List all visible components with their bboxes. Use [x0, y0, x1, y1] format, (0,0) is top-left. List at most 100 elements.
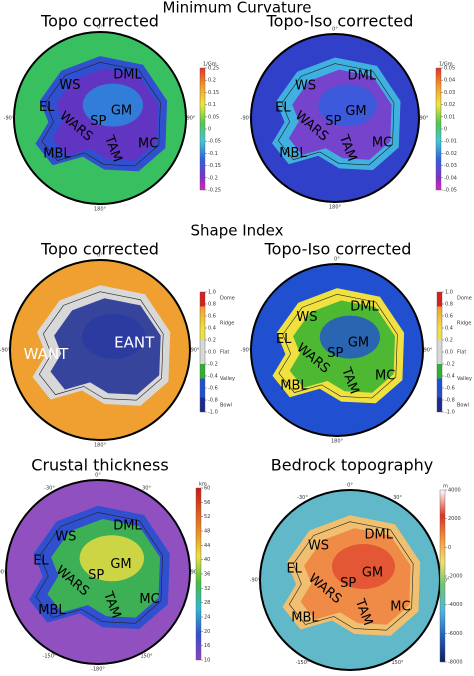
colorbar-tick-label: -0.05	[208, 139, 221, 145]
colorbar-tick-label: 52	[204, 514, 210, 520]
colorbar-tick-label: 32	[204, 586, 210, 592]
colorbar-tick-label: -0.05	[444, 188, 457, 194]
colorbar-tick-label: 0.15	[208, 90, 219, 96]
longitude-label: 180°	[94, 207, 107, 213]
map-rim	[13, 31, 187, 205]
region-label: GM	[348, 336, 369, 351]
panel-title: Crustal thickness	[31, 456, 168, 475]
colorbar-tick-label: 0.1	[208, 102, 216, 108]
colorbar-tick-label: 0.2	[208, 78, 216, 84]
colorbar-tick-label: -0.04	[444, 175, 457, 181]
region-label: WS	[295, 79, 316, 94]
longitude-label: 150°	[140, 654, 153, 660]
colorbar-tick-label: 36	[204, 572, 210, 578]
panel-title: Topo-Iso corrected	[264, 240, 412, 259]
longitude-label: -90°	[241, 348, 252, 354]
colorbar-tick-label: -0.25	[208, 188, 221, 194]
longitude-label: -90°	[0, 348, 11, 354]
colorbar-tick-label: -0.2	[208, 362, 218, 368]
colorbar-tick-label: -0.8	[445, 398, 455, 404]
region-label: MC	[375, 368, 395, 383]
region-label: EL	[33, 553, 49, 568]
colorbar-tick-label: -0.01	[444, 139, 457, 145]
region-label: EL	[276, 332, 292, 347]
colorbar-tick-label: 0.01	[444, 114, 455, 120]
colorbar-tick-label: 16	[204, 643, 210, 649]
colorbar-tick-label: 20	[204, 629, 210, 635]
region-label: GM	[110, 557, 131, 572]
colorbar-tick-label: -6000	[448, 631, 463, 637]
longitude-label: 90°	[191, 348, 200, 354]
colorbar-tick-label: -0.03	[444, 163, 457, 169]
longitude-label: 180°	[329, 205, 342, 211]
colorbar-unit: km	[199, 482, 207, 488]
colorbar-tick-label: 0	[448, 545, 451, 551]
section-title: Shape Index	[190, 222, 283, 240]
coastline	[41, 61, 161, 167]
map-rim	[250, 33, 420, 203]
colorbar-tick-label: 24	[204, 615, 210, 621]
longitude-label: 0°	[347, 483, 353, 489]
longitude-label: -90°	[0, 570, 7, 576]
colorbar-tick-label: -0.1	[208, 151, 218, 157]
colorbar	[195, 487, 202, 661]
colorbar	[435, 67, 442, 191]
class-label: Valley	[457, 376, 472, 382]
region-label: MBL	[280, 379, 308, 394]
region-label: MBL	[291, 610, 319, 625]
region-label: MC	[372, 136, 392, 151]
longitude-label: 180°	[94, 443, 107, 449]
region-label: EL	[275, 100, 291, 115]
longitude-label: 150°	[391, 660, 404, 666]
region-label: MBL	[43, 147, 71, 162]
region-label: WS	[296, 310, 317, 325]
colorbar-tick-label: 1.0	[208, 290, 216, 296]
map-feature	[82, 83, 143, 127]
class-label: Dome	[457, 296, 472, 302]
colorbar-tick-label: 28	[204, 600, 210, 606]
region-label: WS	[59, 78, 80, 93]
colorbar-tick-label: 0.05	[208, 114, 219, 120]
colorbar-unit: 1/Gm	[439, 62, 453, 68]
region-label: EL	[286, 562, 302, 577]
colorbar-tick-label: 0.8	[208, 302, 216, 308]
colorbar-tick-label: -0.6	[208, 386, 218, 392]
longitude-label: 0°	[97, 25, 103, 31]
region-label: GM	[345, 104, 366, 119]
region-label: MC	[138, 136, 158, 151]
colorbar-tick-label: 0.05	[444, 66, 455, 72]
longitude-label: 0°	[334, 257, 340, 263]
colorbar-tick-label: 0.0	[208, 350, 216, 356]
region-label: DML	[348, 69, 377, 84]
panel-title: Topo corrected	[40, 12, 159, 31]
region-label: MC	[139, 592, 159, 607]
colorbar-tick-label: 0.2	[445, 338, 453, 344]
region-label: GM	[111, 104, 132, 119]
longitude-label: -30°	[297, 495, 308, 501]
longitude-label: 90°	[424, 348, 433, 354]
colorbar-tick-label: -0.2	[445, 362, 455, 368]
colorbar-tick-label: 0.4	[208, 326, 216, 332]
section-title: Minimum Curvature	[163, 0, 312, 17]
colorbar-tick-label: 48	[204, 529, 210, 535]
region-label: DML	[113, 68, 142, 83]
colorbar-tick-label: 40	[204, 557, 210, 563]
region-label: DML	[365, 528, 394, 543]
region-label: SP	[340, 576, 356, 591]
region-label: EL	[39, 100, 55, 115]
longitude-label: -90°	[241, 116, 252, 122]
region-label: DML	[350, 300, 379, 315]
longitude-label: 0°	[97, 253, 103, 259]
class-label: Flat	[457, 350, 466, 356]
colorbar-tick-label: 0.6	[208, 314, 216, 320]
coastline	[288, 521, 414, 631]
map-feature	[319, 315, 380, 359]
longitude-label: 0°	[95, 473, 101, 479]
class-label: Flat	[220, 350, 229, 356]
colorbar-tick-label: -1.0	[445, 410, 455, 416]
class-label: Ridge	[220, 321, 234, 327]
class-label: Dome	[220, 296, 235, 302]
region-label: SP	[88, 568, 104, 583]
longitude-label: 0°	[332, 27, 338, 33]
